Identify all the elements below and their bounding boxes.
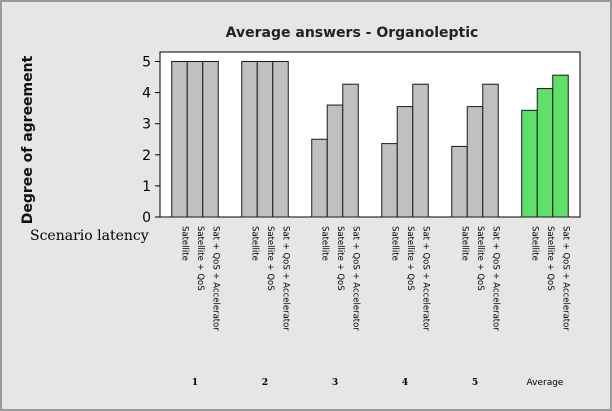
bars (171, 61, 569, 218)
bar (381, 143, 398, 218)
group-label: 5 (472, 378, 478, 388)
group-label: 3 (332, 378, 338, 388)
x-tick-label: Satellite (460, 226, 470, 261)
y-tick-label: 5 (142, 55, 151, 71)
x-tick-label: Sat + QoS + Accelerator (211, 226, 221, 331)
bar (552, 74, 569, 218)
bar (272, 61, 289, 218)
x-tick-label: Satellite (250, 226, 260, 261)
bar (342, 83, 359, 218)
bar (451, 145, 468, 218)
x-tick-label: Satellite + QoS (335, 226, 345, 291)
x-tick-label: Sat + QoS + Accelerator (281, 226, 291, 331)
bar (202, 61, 219, 218)
group-label: 2 (262, 378, 268, 388)
bar (241, 61, 258, 218)
y-tick-label: 3 (142, 117, 151, 133)
x-tick-label: Sat + QoS + Accelerator (561, 226, 571, 331)
group-label: 1 (192, 378, 198, 388)
y-tick-label: 2 (142, 148, 151, 164)
bar (466, 106, 484, 218)
y-tick-label: 4 (142, 86, 151, 102)
bar (412, 83, 429, 218)
x-tick-label: Sat + QoS + Accelerator (351, 226, 361, 331)
y-axis-label: Degree of agreement (20, 55, 36, 224)
x-tick-label: Satellite + QoS (195, 226, 205, 291)
x-tick-label: Sat + QoS + Accelerator (421, 226, 431, 331)
x-tick-label: Satellite (390, 226, 400, 261)
x-tick-label: Satellite + QoS (475, 226, 485, 291)
x-tick-labels: Satellite Satellite + QoS Sat + QoS + Acce… (180, 226, 571, 331)
group-labels: 1 2 3 4 5 Average (192, 378, 564, 388)
bar (256, 61, 274, 218)
bar (171, 61, 188, 218)
bar (311, 138, 328, 218)
x-tick-label: Satellite (320, 226, 330, 261)
group-label: Average (527, 378, 564, 388)
y-tick-label: 1 (142, 179, 151, 195)
chart-title: Average answers - Organoleptic (226, 25, 479, 41)
bar (536, 88, 554, 218)
x-tick-label: Sat + QoS + Accelerator (491, 226, 501, 331)
x-tick-label: Satellite (530, 226, 540, 261)
group-label: 4 (402, 378, 408, 388)
x-tick-label: Satellite (180, 226, 190, 261)
y-tick-label: 0 (142, 210, 151, 226)
bar (326, 104, 344, 218)
bar (396, 106, 414, 218)
bar (482, 83, 499, 218)
bar (186, 61, 204, 218)
y-axis: 0 1 2 3 4 5 (142, 55, 160, 226)
x-tick-label: Satellite + QoS (405, 226, 415, 291)
plot-area (159, 51, 581, 218)
x-axis-side-label: Scenario latency (30, 228, 149, 244)
bar (521, 109, 538, 218)
x-tick-label: Satellite + QoS (265, 226, 275, 291)
x-tick-label: Satellite + QoS (545, 226, 555, 291)
